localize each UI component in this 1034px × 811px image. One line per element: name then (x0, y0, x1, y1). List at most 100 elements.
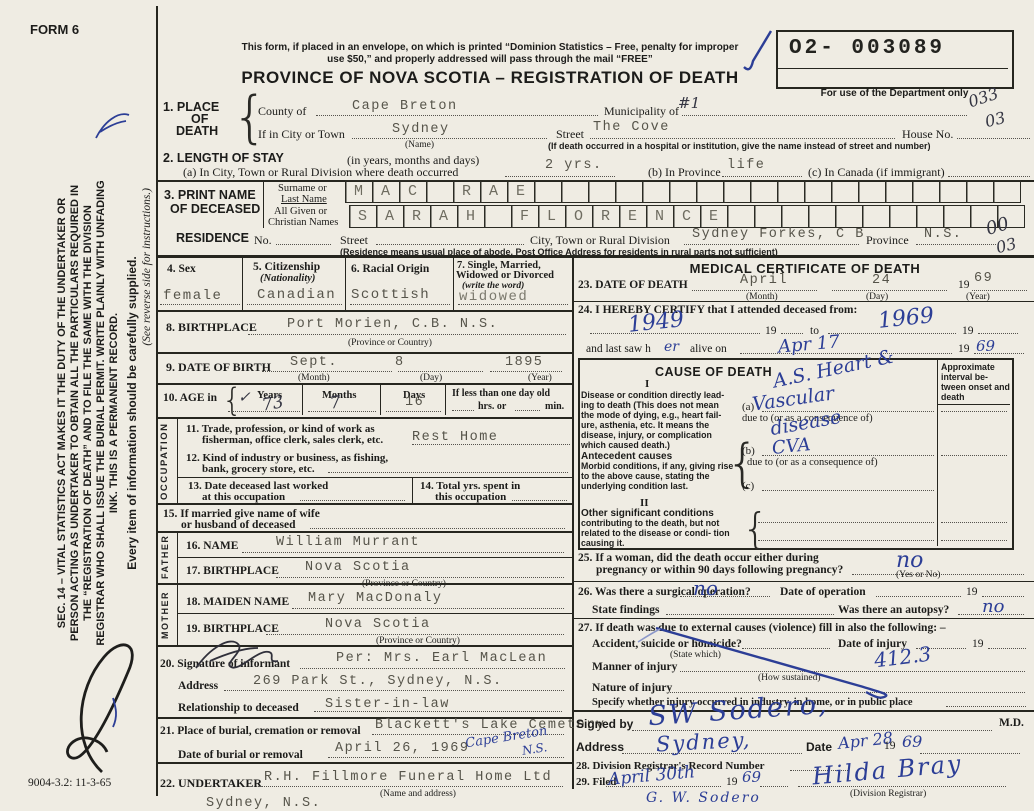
birthplace-line (248, 334, 566, 335)
field22-value2: Sydney, N.S. (206, 796, 322, 811)
occupation-rotated-label: OCCUPATION (159, 422, 170, 500)
house-no-label: House No. (902, 127, 954, 141)
marital-value: widowed (459, 289, 529, 305)
dob-day-caption: (Day) (420, 373, 443, 383)
field27-statewhich-caption: (State which) (670, 650, 721, 660)
citizenship-label2: (Nationality) (260, 273, 316, 284)
field27-howsustained-caption: (How sustained) (758, 673, 821, 683)
field29-label: 29. Filed (576, 776, 617, 788)
field24-19b: 19 (962, 325, 974, 337)
field20-relationship-value: Sister-in-law (325, 697, 450, 712)
field24-label: 24. I HEREBY CERTIFY that I attended dec… (578, 304, 858, 316)
field14-label2: this occupation (435, 491, 507, 503)
row-divider (156, 503, 572, 505)
field21-date-label: Date of burial or removal (178, 749, 303, 761)
field27-nature-line (670, 692, 1025, 693)
field24-from-line (590, 333, 760, 334)
row-divider (156, 310, 572, 312)
margin-divider (156, 6, 158, 796)
dob-day-value: 8 (395, 355, 405, 370)
field29-year: 69 (742, 768, 762, 786)
field17-line (276, 577, 564, 578)
cell-divider (242, 257, 244, 310)
other-brace: { (742, 504, 769, 553)
cell-divider (453, 257, 455, 310)
field21-value: Blackett's Lake Cemetery (375, 718, 606, 733)
field28-line (790, 770, 848, 771)
field25-value: no (896, 548, 924, 573)
field13-line (300, 500, 405, 501)
field24-aliveon-line (740, 353, 952, 354)
field2c-label: (c) In Canada (if immigrant) (808, 165, 945, 179)
corner-blue-scribble (95, 113, 130, 139)
surname-value: MAC RAE (354, 183, 544, 200)
field27-accident-label: Accident, suicide or homicide? (592, 638, 742, 650)
street-value: The Cove (593, 120, 670, 135)
age-hrs-label: hrs. or (478, 401, 507, 412)
field2b-line (722, 176, 802, 177)
age-years-value: 73 (260, 392, 286, 416)
field1-label-of: OF (191, 112, 209, 126)
street-line (590, 138, 895, 139)
cause-c-label: (c) (742, 480, 755, 492)
field11-label1: 11. Trade, profession, or kind of work a… (186, 423, 375, 435)
field26-line1 (680, 596, 770, 597)
field14-label1: 14. Total yrs. spent in (420, 480, 521, 492)
field23-month-caption: (Month) (746, 292, 778, 302)
residence-code-2: 03 (994, 233, 1019, 258)
street-label: Street (556, 127, 584, 141)
field19-line (266, 634, 564, 635)
field23-19: 19 (958, 279, 970, 291)
field27-19-line (988, 648, 1026, 649)
mail-note-line2: use $50,” and properly addressed will pa… (327, 54, 653, 65)
field27-accident-line (742, 648, 830, 649)
field24-lastsaw-label: and last saw h (586, 343, 651, 355)
birthplace-caption: (Province or Country) (348, 338, 432, 348)
field23-year-value: 69 (974, 271, 994, 286)
cause-b-interval-line (941, 455, 1007, 456)
cause-title: CAUSE OF DEATH (655, 365, 773, 379)
field3-label2: OF DECEASED (170, 202, 261, 216)
row-divider (177, 613, 572, 615)
field21-label: 21. Place of burial, cremation or remova… (160, 725, 361, 737)
name-caption: (Name) (405, 140, 435, 150)
field20-relationship-label: Relationship to deceased (178, 702, 299, 714)
field27-specify-label: Specify whether injury occurred in indus… (592, 697, 913, 708)
row-divider (156, 417, 572, 419)
md-label: M.D. (999, 717, 1024, 729)
antecedent-brace: { (726, 434, 760, 494)
residence-label: RESIDENCE (176, 231, 249, 245)
field23-day-value: 24 (872, 273, 892, 288)
cause-b-line (762, 455, 934, 456)
print-code: 9004-3.2: 11-3-65 (28, 777, 112, 789)
registrar-caption: (Division Registrar) (850, 789, 927, 799)
field2b-value: life (727, 158, 766, 173)
field19-label: 19. BIRTHPLACE (186, 623, 279, 635)
cause-hand-line4: CVA (771, 434, 812, 459)
field21-line (372, 734, 564, 735)
field24-aliveon-label: alive on (690, 343, 727, 355)
field21-date-value: April 26, 1969 (335, 741, 470, 756)
sex-value: female (163, 288, 223, 304)
field24-19c: 19 (958, 343, 970, 355)
field27-nature-label: Nature of injury (592, 682, 673, 694)
supply-note: Every item of information should be care… (125, 256, 139, 570)
field15-label2: or husband of deceased (181, 519, 296, 531)
field15-label1: 15. If married give name of wife (163, 508, 320, 520)
field27-19: 19 (972, 638, 984, 650)
occupation-divider (177, 417, 179, 503)
field20-value: Per: Mrs. Earl MacLean (336, 651, 548, 666)
field25-label1: 25. If a woman, did the death occur eith… (578, 552, 819, 564)
row-divider (572, 581, 1034, 583)
field26-value2: no (982, 596, 1005, 617)
field14-line (512, 500, 567, 501)
field27-specify-line (946, 706, 1026, 707)
age-days-value: 16 (405, 395, 425, 410)
field27-dateinjury-line (916, 648, 966, 649)
row-divider (572, 710, 1034, 712)
field29-19: 19 (726, 776, 738, 788)
interval-label: Approximate interval be- tween onset and… (941, 362, 1010, 402)
given-label2: Christian Names (268, 217, 339, 228)
field2-label: 2. LENGTH OF STAY (163, 151, 284, 165)
interval-underline (937, 404, 1010, 406)
